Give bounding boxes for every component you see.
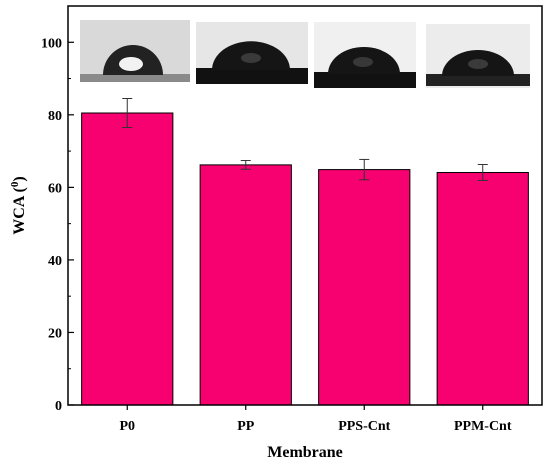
droplet-photo-pp	[196, 22, 308, 84]
axes	[67, 5, 543, 410]
y-tick-label: 60	[48, 181, 62, 196]
x-tick-label: P0	[119, 419, 135, 434]
plot-frame	[67, 5, 543, 406]
x-axis-title: Membrane	[267, 444, 343, 461]
droplet-photo-ppm-cnt	[426, 24, 530, 88]
droplet-photo-pps-cnt	[314, 22, 416, 88]
y-tick-label: 20	[48, 326, 62, 341]
x-tick-label: PP	[237, 419, 255, 434]
bar-p0	[81, 112, 174, 406]
y-axis-title: WCA (0)	[9, 176, 28, 234]
droplet-photo-p0	[80, 20, 190, 82]
droplet-photos	[80, 20, 530, 88]
bar-ppm-cnt	[436, 171, 529, 406]
x-tick-label: PPM-Cnt	[454, 419, 512, 434]
axis-labels: P0 PP PPS-Cnt PPM-Cnt 0 20 40 60 80 100 Membrane WC…	[9, 36, 512, 461]
error-bars	[122, 97, 488, 181]
y-tick-label: 40	[48, 254, 62, 269]
bar-pp	[199, 164, 292, 406]
y-tick-label: 100	[41, 36, 62, 51]
y-tick-label: 0	[55, 399, 62, 414]
bars	[81, 112, 529, 406]
x-tick-label: PPS-Cnt	[338, 419, 390, 434]
y-tick-label: 80	[48, 109, 62, 124]
bar-pps-cnt	[318, 169, 411, 406]
